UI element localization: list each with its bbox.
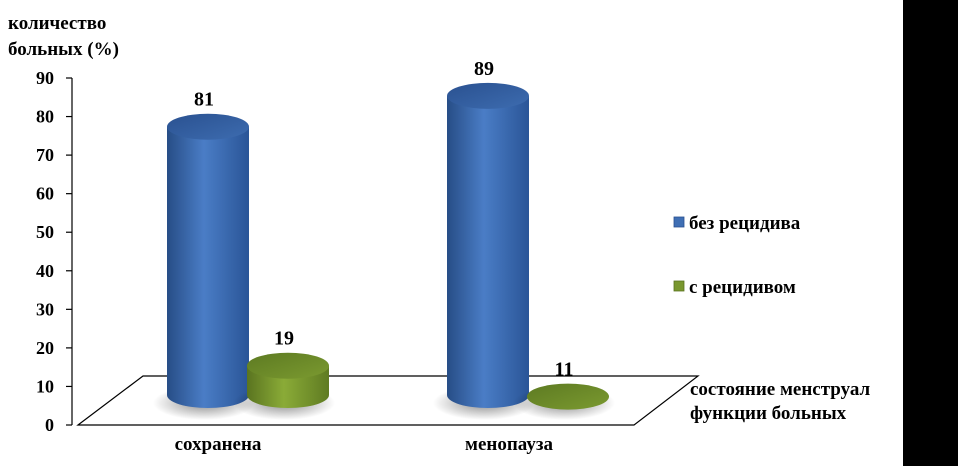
- legend-label-s-recidivom: с рецидивом: [689, 277, 796, 298]
- y-axis-title-line1: количество: [8, 13, 106, 34]
- data-label: 89: [474, 58, 494, 80]
- category-label-sohranena: сохранена: [175, 434, 262, 455]
- category-label-menopauza: менопауза: [465, 434, 553, 455]
- bar-s-recidivom-sohranena: [233, 352, 335, 420]
- bar-top: [527, 383, 609, 410]
- bar-bez-recidiva-sohranena: [153, 113, 255, 420]
- legend: без рецидива с рецидивом: [673, 213, 801, 298]
- data-labels: 81 19 89 11: [194, 58, 573, 381]
- y-tick-label: 0: [45, 415, 54, 435]
- y-tick-label: 10: [36, 376, 54, 396]
- y-tick-label: 40: [36, 261, 54, 281]
- bar-top: [447, 82, 529, 109]
- bar-bez-recidiva-menopauza: [433, 82, 535, 420]
- y-tick-label: 30: [36, 299, 54, 319]
- data-label: 19: [274, 328, 294, 350]
- y-tick-label: 90: [36, 68, 54, 88]
- y-axis: 0 10 20 30 40 50 60 70 80 90: [36, 68, 73, 435]
- y-tick-label: 80: [36, 107, 54, 127]
- bar-body: [447, 95, 529, 408]
- data-label: 81: [194, 89, 214, 111]
- y-tick-label: 60: [36, 184, 54, 204]
- bar-top: [247, 352, 329, 379]
- right-black-band: [903, 0, 958, 466]
- legend-marker-bez-recidiva: [673, 216, 685, 228]
- y-tick-label: 70: [36, 145, 54, 165]
- data-label: 11: [555, 359, 574, 381]
- x-axis-title-line1: состояние менструал: [690, 379, 870, 400]
- bar-body: [167, 126, 249, 408]
- y-axis-title-line2: больных (%): [8, 39, 119, 60]
- bar-s-recidivom-menopauza: [513, 383, 615, 420]
- legend-marker-s-recidivom: [673, 280, 685, 292]
- legend-label-bez-recidiva: без рецидива: [689, 213, 801, 234]
- y-tick-label: 50: [36, 222, 54, 242]
- y-tick-label: 20: [36, 338, 54, 358]
- x-axis-title-line2: функции больных: [690, 403, 847, 424]
- bars: [153, 82, 615, 420]
- bar-top: [167, 113, 249, 140]
